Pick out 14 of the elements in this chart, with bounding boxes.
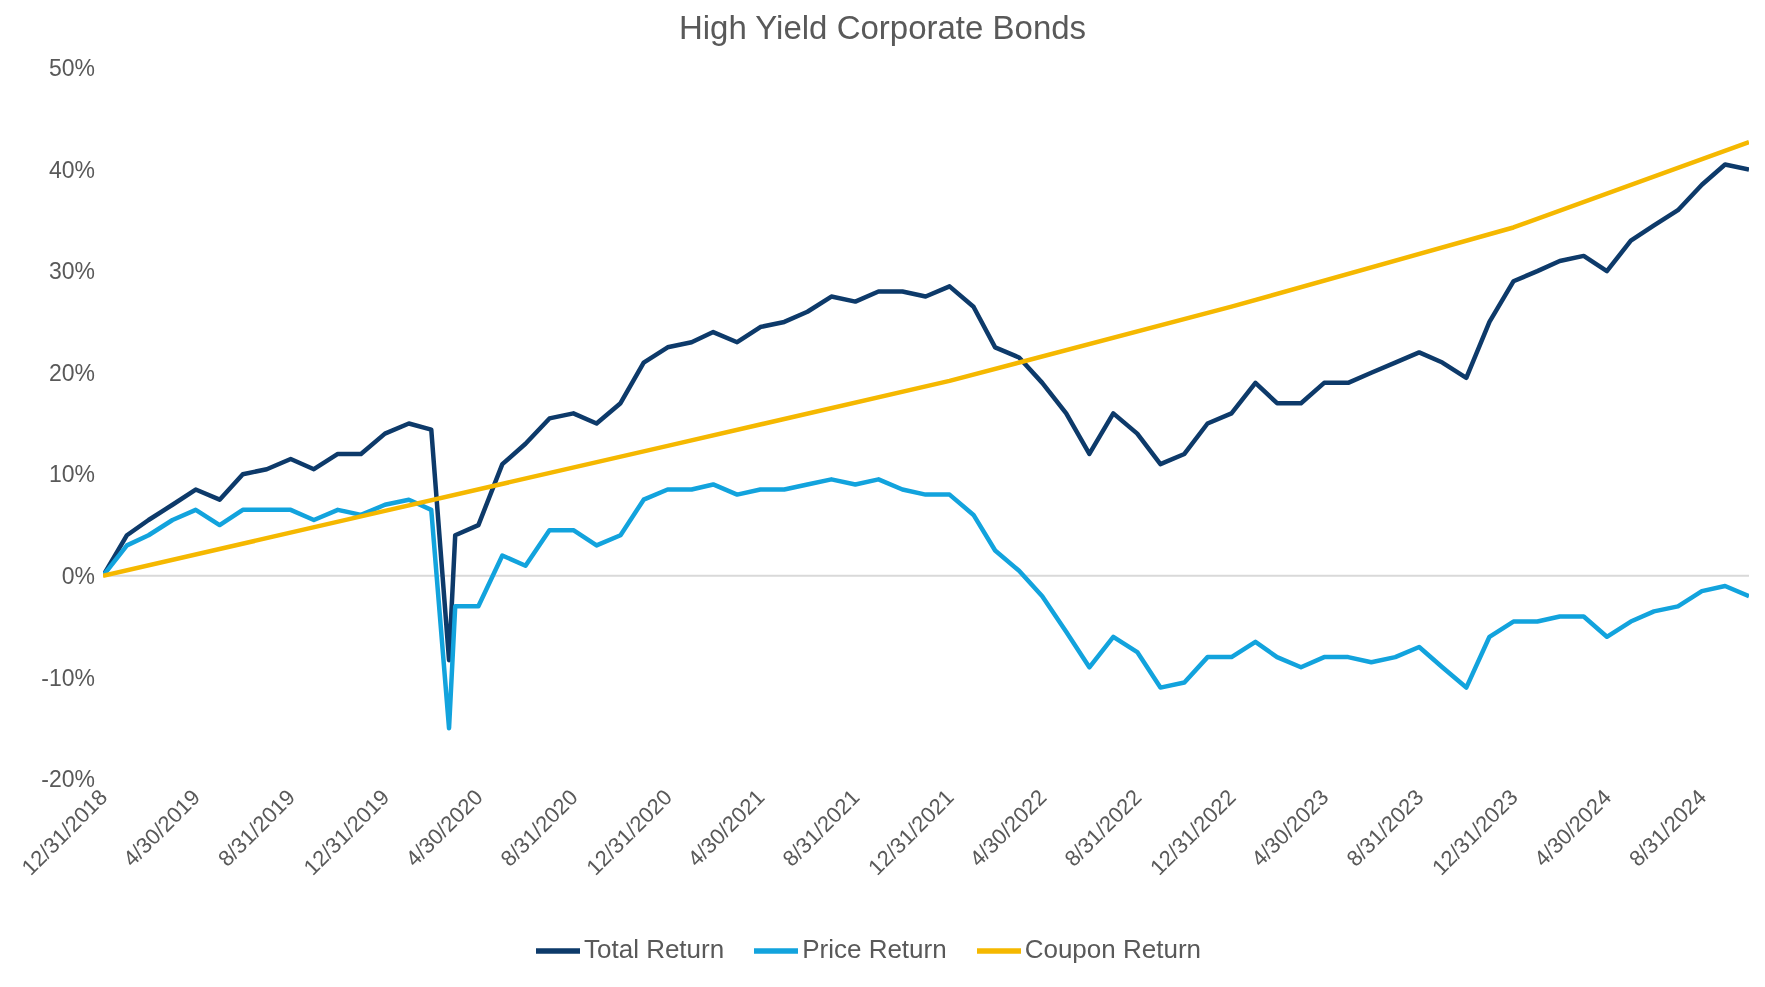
legend-label: Total Return: [583, 933, 725, 964]
y-tick-label: 0%: [61, 563, 95, 590]
y-tick-label: -10%: [41, 664, 95, 691]
legend-label: Price Return: [802, 933, 947, 964]
y-tick-label: 10%: [48, 461, 95, 488]
legend-label: Coupon Return: [1024, 933, 1202, 964]
line-series: [103, 139, 1749, 579]
y-tick-label: 40%: [48, 156, 95, 183]
chart-title: High Yield Corporate Bonds: [677, 8, 1088, 48]
y-tick-label: 30%: [48, 258, 95, 285]
line-series: [103, 162, 1749, 663]
y-tick-label: 50%: [48, 55, 95, 82]
y-tick-label: 20%: [48, 359, 95, 386]
line-series: [103, 477, 1749, 731]
